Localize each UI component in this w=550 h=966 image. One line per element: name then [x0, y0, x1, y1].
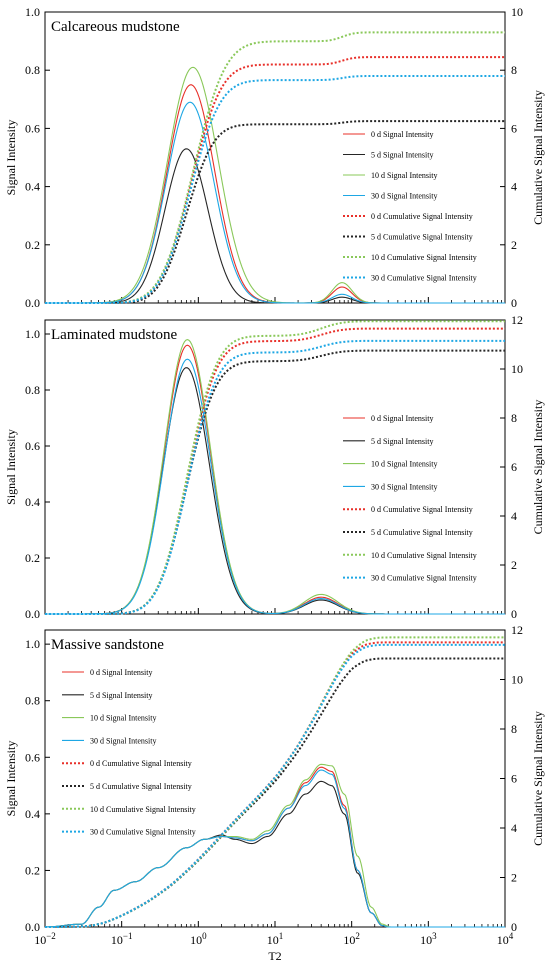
right-tick-label: 12 — [511, 313, 523, 327]
right-tick-label: 2 — [511, 558, 517, 572]
left-tick-label: 0.0 — [25, 296, 40, 310]
x-tick-label: 101 — [267, 931, 284, 947]
left-tick-label: 0.2 — [25, 238, 40, 252]
right-tick-label: 8 — [511, 63, 517, 77]
right-tick-label: 6 — [511, 460, 517, 474]
signal-curve — [44, 769, 505, 928]
right-tick-label: 10 — [511, 673, 523, 687]
legend-label: 5 d Cumulative Signal Intensity — [90, 782, 192, 791]
right-tick-label: 8 — [511, 722, 517, 736]
signal-curve — [45, 101, 505, 304]
left-tick-label: 0.8 — [25, 694, 40, 708]
left-axis-title: Signal Intensity — [4, 741, 18, 817]
cumulative-curve — [45, 643, 505, 928]
left-tick-label: 0.4 — [25, 180, 40, 194]
x-tick-label: 10−1 — [111, 931, 133, 947]
right-tick-label: 2 — [511, 238, 517, 252]
right-axis-title: Cumulative Signal Intensity — [531, 400, 545, 535]
legend-label: 0 d Signal Intensity — [90, 668, 152, 677]
left-tick-label: 0.8 — [25, 383, 40, 397]
legend-label: 10 d Signal Intensity — [90, 714, 156, 723]
cumulative-curve — [45, 327, 505, 615]
legend-label: 30 d Cumulative Signal Intensity — [90, 828, 196, 837]
left-axis-title: Signal Intensity — [4, 429, 18, 505]
panel-title: Laminated mudstone — [51, 327, 178, 343]
right-tick-label: 4 — [511, 821, 517, 835]
right-tick-label: 10 — [511, 362, 523, 376]
right-tick-label: 4 — [511, 180, 517, 194]
legend-label: 0 d Signal Intensity — [371, 130, 433, 139]
legend-label: 5 d Signal Intensity — [90, 691, 152, 700]
left-tick-label: 1.0 — [25, 327, 40, 341]
legend-label: 0 d Cumulative Signal Intensity — [371, 212, 473, 221]
legend-label: 0 d Cumulative Signal Intensity — [90, 759, 192, 768]
left-tick-label: 0.4 — [25, 495, 40, 509]
cumulative-curve — [45, 56, 505, 304]
legend-label: 10 d Cumulative Signal Intensity — [90, 805, 196, 814]
left-tick-label: 0.2 — [25, 863, 40, 877]
signal-curve — [44, 766, 505, 928]
right-tick-label: 0 — [511, 920, 517, 934]
right-tick-label: 6 — [511, 121, 517, 135]
panel-2: 0.0 0.2 0.4 0.6 0.8 1.0 0 2 4 6 8 10 12 Signal Intens… — [4, 313, 545, 621]
right-tick-label: 6 — [511, 772, 517, 786]
legend-label: 30 d Cumulative Signal Intensity — [371, 574, 477, 583]
legend-label: 10 d Cumulative Signal Intensity — [371, 253, 477, 262]
legend-label: 0 d Cumulative Signal Intensity — [371, 505, 473, 514]
left-axis-title: Signal Intensity — [4, 120, 18, 196]
cumulative-curve — [45, 339, 505, 615]
cumulative-curve — [45, 75, 505, 304]
right-tick-label: 8 — [511, 411, 517, 425]
x-tick-label: 100 — [190, 931, 207, 947]
right-tick-label: 10 — [511, 5, 523, 19]
left-tick-label: 0.6 — [25, 121, 40, 135]
x-tick-label: 103 — [420, 931, 437, 947]
legend-label: 30 d Signal Intensity — [371, 192, 437, 201]
legend-label: 10 d Cumulative Signal Intensity — [371, 551, 477, 560]
left-tick-label: 1.0 — [25, 637, 40, 651]
legend-label: 5 d Signal Intensity — [371, 437, 433, 446]
left-tick-label: 1.0 — [25, 5, 40, 19]
left-tick-label: 0.4 — [25, 807, 40, 821]
right-axis-title: Cumulative Signal Intensity — [531, 90, 545, 225]
panel-1: 0.0 0.2 0.4 0.6 0.8 1.0 0 2 4 6 8 10 Signal Intensit… — [4, 5, 545, 310]
legend-label: 0 d Signal Intensity — [371, 414, 433, 423]
legend-label: 10 d Signal Intensity — [371, 460, 437, 469]
legend-label: 30 d Cumulative Signal Intensity — [371, 274, 477, 283]
legend-label: 5 d Signal Intensity — [371, 151, 433, 160]
x-tick-label: 10−2 — [34, 931, 56, 947]
left-tick-label: 0.6 — [25, 750, 40, 764]
cumulative-curve — [45, 31, 505, 304]
signal-curve — [45, 66, 505, 304]
right-tick-label: 2 — [511, 871, 517, 885]
left-tick-label: 0.8 — [25, 63, 40, 77]
legend-label: 5 d Cumulative Signal Intensity — [371, 528, 473, 537]
panel-title: Massive sandstone — [51, 637, 164, 653]
legend-label: 10 d Signal Intensity — [371, 171, 437, 180]
right-tick-label: 12 — [511, 623, 523, 637]
right-tick-label: 0 — [511, 607, 517, 621]
x-tick-label: 102 — [343, 931, 360, 947]
left-tick-label: 0.0 — [25, 607, 40, 621]
right-axis-title: Cumulative Signal Intensity — [531, 711, 545, 846]
signal-curve — [45, 358, 505, 615]
panel-title: Calcareous mudstone — [51, 19, 180, 35]
legend-label: 30 d Signal Intensity — [371, 482, 437, 491]
panel-3: 0.0 0.2 0.4 0.6 0.8 1.0 0 2 4 6 8 10 12 Signal Intens… — [4, 623, 545, 934]
left-tick-label: 0.6 — [25, 439, 40, 453]
x-axis-title: T2 — [268, 949, 281, 963]
x-tick-label: 104 — [497, 931, 514, 947]
right-tick-label: 0 — [511, 296, 517, 310]
legend-label: 30 d Signal Intensity — [90, 736, 156, 745]
left-tick-label: 0.2 — [25, 551, 40, 565]
right-tick-label: 4 — [511, 509, 517, 523]
signal-curve — [44, 780, 505, 928]
legend-label: 5 d Cumulative Signal Intensity — [371, 233, 473, 242]
left-tick-label: 0.0 — [25, 920, 40, 934]
